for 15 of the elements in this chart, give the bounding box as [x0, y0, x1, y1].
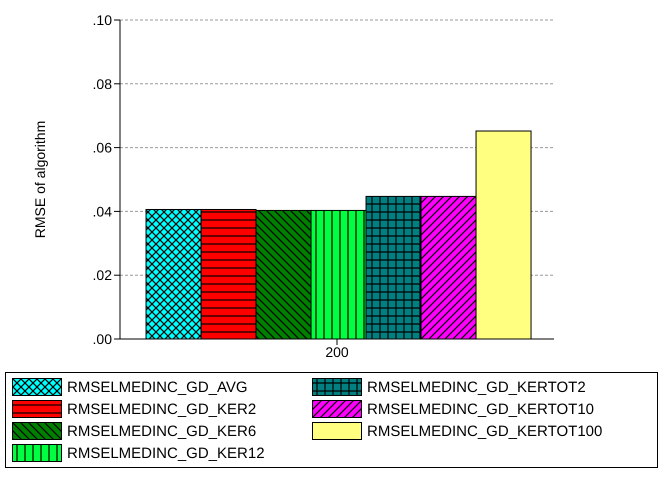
y-tick-label: .00	[92, 330, 112, 347]
legend-label: RMSELMEDINC_GD_KERTOT2	[367, 378, 586, 396]
legend-label: RMSELMEDINC_GD_KERTOT10	[367, 400, 594, 418]
x-tick-label: 200	[325, 344, 349, 360]
legend-label: RMSELMEDINC_GD_KER2	[67, 400, 256, 418]
legend-label: RMSELMEDINC_GD_KERTOT100	[367, 422, 602, 440]
y-tick-label: .06	[92, 140, 112, 156]
y-tick-label: .08	[92, 76, 112, 92]
y-tick-label: .04	[92, 203, 112, 220]
y-axis-title: RMSE of algorithm	[32, 120, 48, 238]
y-tick-label: .10	[92, 12, 112, 28]
legend-label: RMSELMEDINC_GD_KER6	[67, 422, 256, 440]
legend-label: RMSELMEDINC_GD_KER12	[67, 444, 265, 462]
y-tick-label: .02	[92, 267, 112, 284]
legend-label: RMSELMEDINC_GD_AVG	[67, 378, 248, 396]
